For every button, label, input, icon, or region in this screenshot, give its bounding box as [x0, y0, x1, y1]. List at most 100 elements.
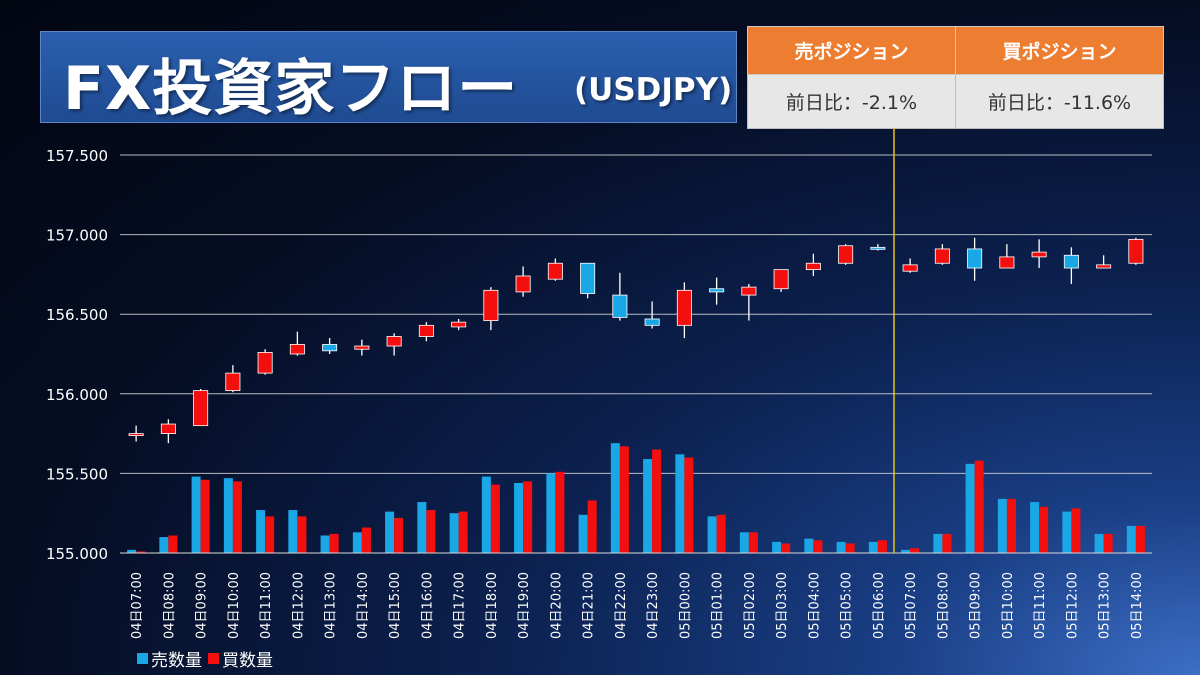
x-tick-label: 05日00:00: [678, 572, 693, 639]
sell-volume-bar: [1126, 525, 1136, 553]
candle-body: [612, 294, 628, 318]
x-tick-label: 05日13:00: [1098, 572, 1113, 639]
buy-volume-bar: [877, 540, 887, 553]
sell-volume-bar: [223, 478, 233, 553]
sell-volume-bar: [127, 549, 137, 553]
buy-volume-bar: [619, 446, 629, 553]
sell-volume-bar: [1094, 533, 1104, 553]
x-tick-label: 05日10:00: [1001, 572, 1016, 639]
sell-volume-bar: [256, 510, 266, 553]
buy-position-change: 前日比：-11.6%: [955, 74, 1164, 129]
x-tick-label: 04日09:00: [195, 572, 210, 639]
sell-volume-bar: [352, 532, 362, 553]
sell-volume-bar: [901, 549, 911, 553]
buy-volume-bar: [781, 543, 791, 553]
candle-body: [160, 423, 176, 435]
candle-body: [483, 289, 499, 321]
candle-body: [322, 344, 338, 352]
candle-body: [741, 286, 757, 296]
sell-volume-bar: [772, 541, 782, 553]
candle-body: [676, 289, 692, 326]
sell-volume-bar: [578, 514, 588, 553]
candle-body: [128, 433, 144, 437]
x-tick-label: 04日22:00: [614, 572, 629, 639]
buy-volume-bar: [942, 533, 952, 553]
y-tick-label: 157.000: [46, 227, 108, 245]
buy-position-header: 買ポジション: [955, 26, 1164, 75]
sell-volume-bar: [514, 482, 524, 553]
candle-body: [451, 321, 467, 328]
candle-body: [934, 248, 950, 264]
y-tick-label: 155.500: [46, 465, 108, 483]
sell-volume-bar: [288, 510, 298, 553]
sell-volume-bar: [965, 463, 975, 553]
buy-volume-bar: [1039, 506, 1049, 553]
candle-body: [709, 288, 725, 293]
y-tick-label: 157.500: [46, 147, 108, 165]
x-tick-label: 05日06:00: [872, 572, 887, 639]
x-tick-label: 04日18:00: [485, 572, 500, 639]
buy-volume-bar: [1103, 533, 1113, 553]
sell-volume-bar: [868, 541, 878, 553]
sell-volume-bar: [610, 443, 620, 553]
x-tick-label: 05日12:00: [1065, 572, 1080, 639]
x-tick-label: 05日14:00: [1130, 572, 1145, 639]
buy-volume-bar: [361, 527, 371, 553]
buy-swatch: [208, 653, 219, 664]
buy-volume-bar: [1006, 498, 1016, 553]
y-tick-label: 156.000: [46, 386, 108, 404]
buy-volume-bar: [555, 471, 565, 553]
x-tick-label: 04日15:00: [388, 572, 403, 639]
x-tick-label: 04日11:00: [259, 572, 274, 639]
candle-body: [838, 245, 854, 264]
candle-body: [870, 246, 886, 250]
buy-volume-bar: [684, 457, 694, 553]
sell-volume-bar: [997, 498, 1007, 553]
x-tick-label: 04日07:00: [130, 572, 145, 639]
x-tick-label: 05日01:00: [711, 572, 726, 639]
buy-volume-bar: [232, 481, 242, 553]
sell-volume-bar: [933, 533, 943, 553]
x-tick-label: 04日17:00: [453, 572, 468, 639]
candle-body: [225, 372, 241, 392]
legend-buy-label: 買数量: [222, 651, 273, 671]
sell-volume-bar: [320, 535, 330, 553]
buy-volume-bar: [136, 551, 146, 553]
y-tick-label: 156.500: [46, 306, 108, 324]
buy-volume-bar: [910, 548, 920, 553]
buy-volume-bar: [490, 484, 500, 553]
candle-body: [967, 248, 983, 269]
sell-volume-bar: [1062, 511, 1072, 553]
sell-volume-bar: [1030, 502, 1040, 553]
buy-volume-bar: [587, 500, 597, 553]
candle-body: [805, 262, 821, 271]
sell-volume-bar: [546, 473, 556, 553]
candle-body: [773, 269, 789, 290]
buy-volume-bar: [394, 517, 404, 553]
candle-body: [1031, 251, 1047, 258]
sell-swatch: [137, 653, 148, 664]
buy-volume-bar: [426, 510, 436, 553]
buy-volume-bar: [329, 533, 339, 553]
sell-volume-bar: [417, 502, 427, 553]
x-tick-label: 05日08:00: [936, 572, 951, 639]
candle-body: [386, 336, 402, 347]
buy-volume-bar: [652, 449, 662, 553]
candle-body: [515, 275, 531, 293]
buy-volume-bar: [168, 535, 178, 553]
x-tick-label: 04日12:00: [291, 572, 306, 639]
y-tick-label: 155.000: [46, 545, 108, 563]
candle-body: [418, 324, 434, 337]
sell-volume-bar: [191, 476, 201, 553]
x-tick-label: 05日04:00: [807, 572, 822, 639]
buy-volume-bar: [813, 540, 823, 553]
title-panel: FX投資家フロー (USDJPY): [40, 31, 737, 124]
candle-body: [644, 318, 660, 326]
candle-body: [902, 264, 918, 272]
x-tick-label: 05日09:00: [969, 572, 984, 639]
sell-volume-bar: [739, 532, 749, 553]
buy-volume-bar: [748, 532, 758, 553]
buy-volume-bar: [265, 516, 275, 553]
candle-body: [1063, 254, 1079, 269]
